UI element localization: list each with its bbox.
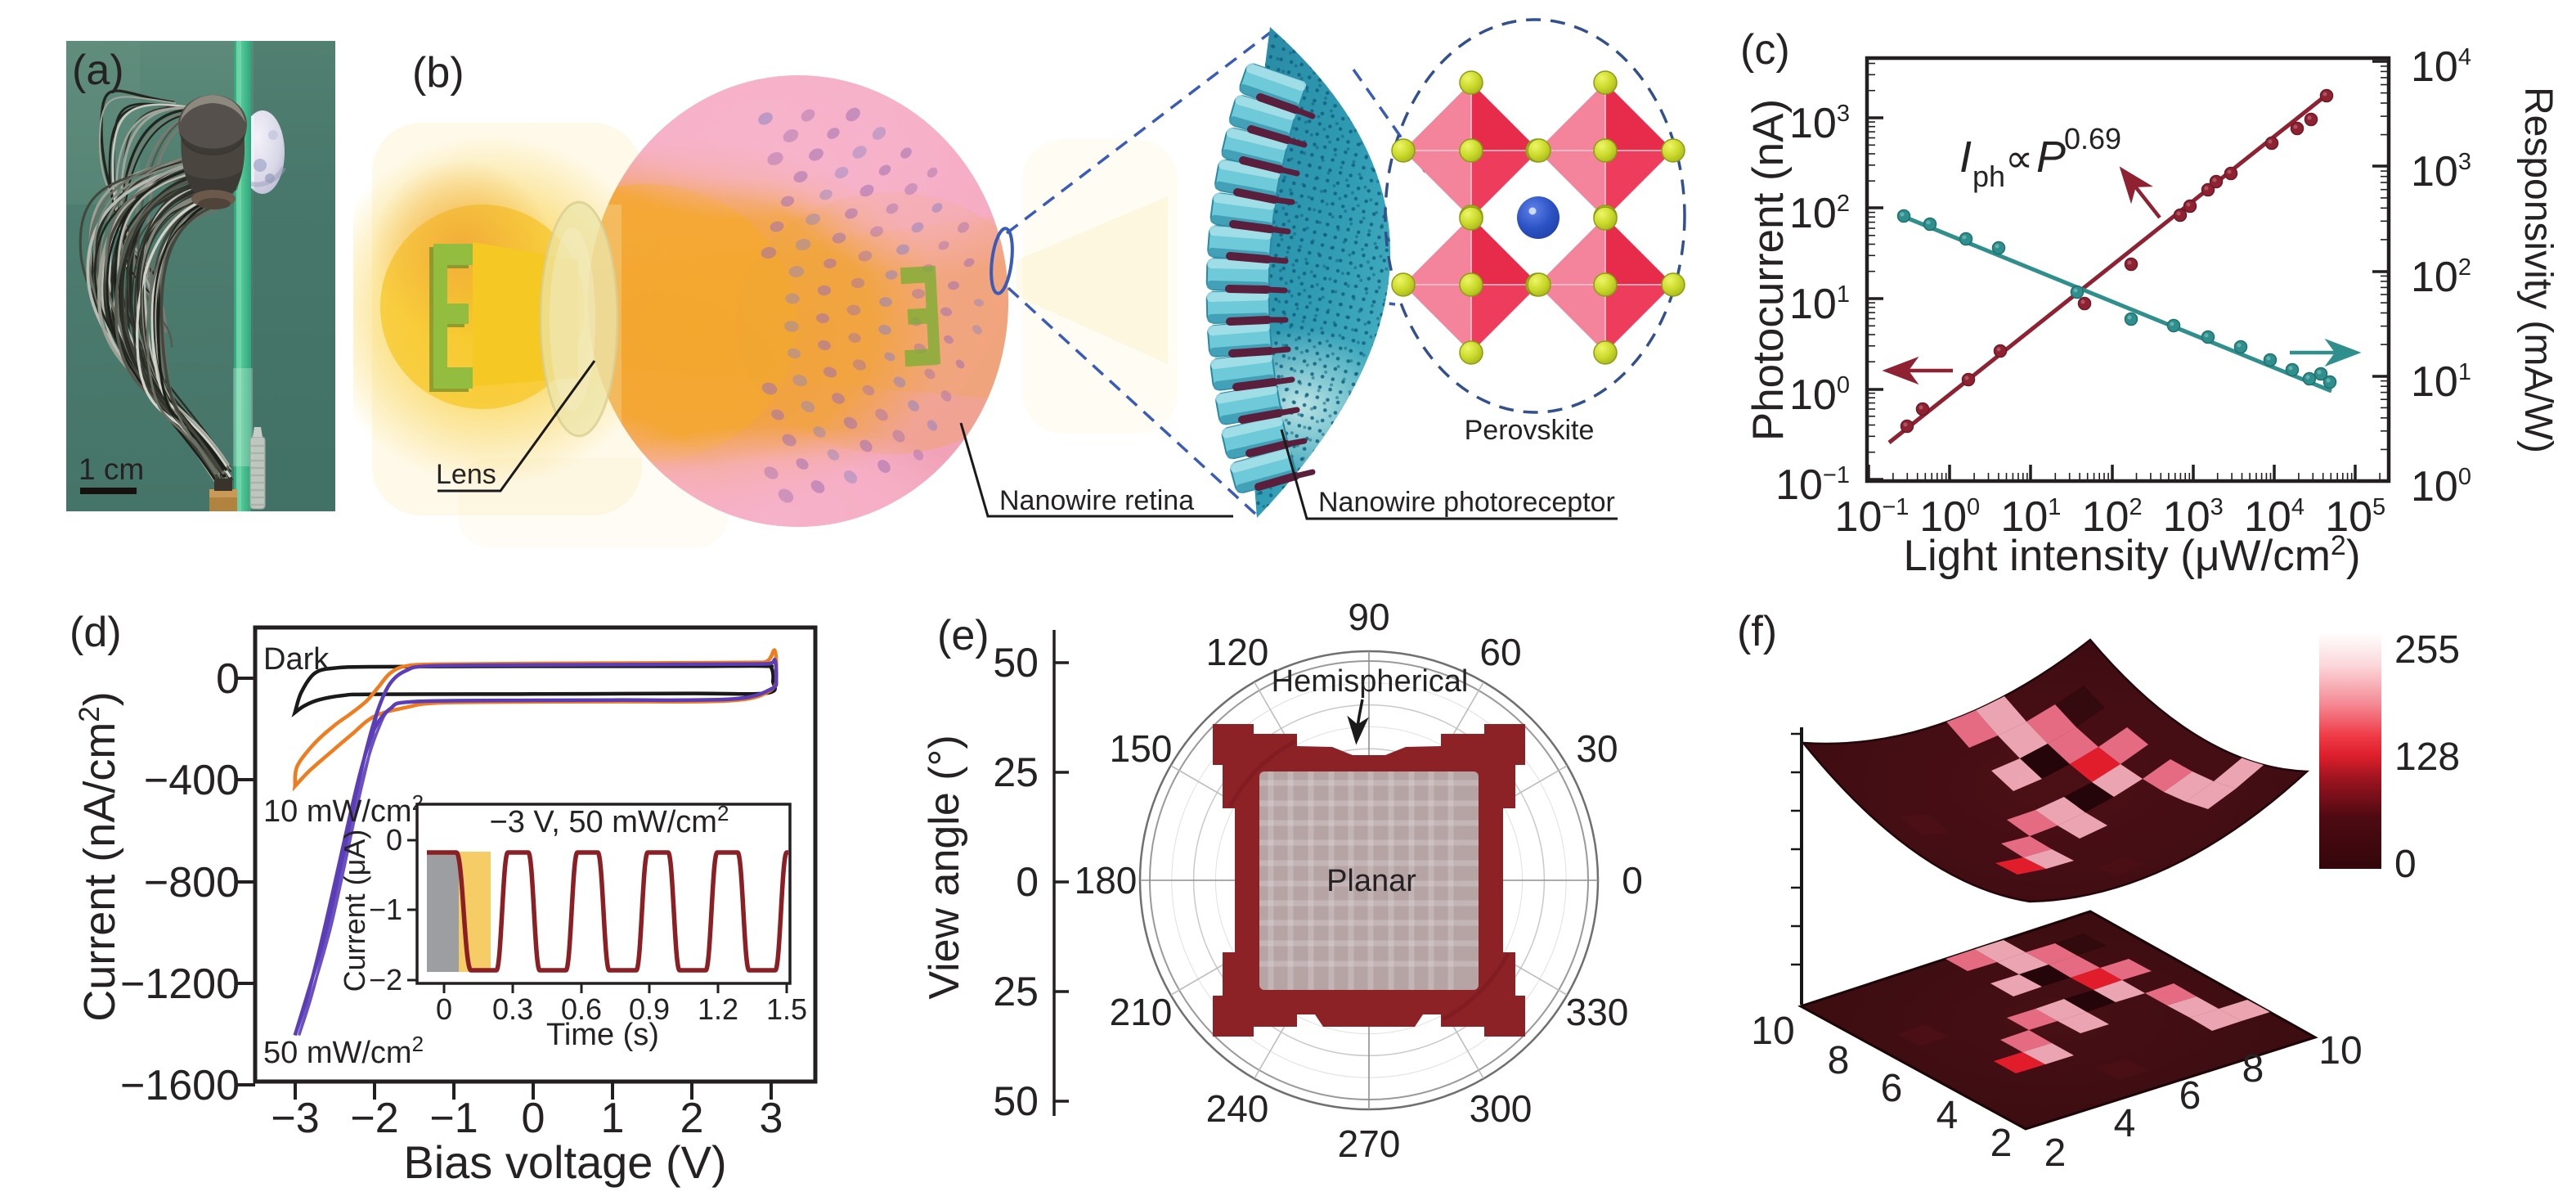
svg-text:Time (s): Time (s) (546, 1018, 659, 1052)
svg-text:Hemispherical: Hemispherical (1272, 664, 1469, 699)
svg-text:−2: −2 (369, 963, 402, 996)
svg-text:1.2: 1.2 (698, 992, 738, 1026)
svg-text:10: 10 (1751, 1010, 1794, 1053)
svg-text:Perovskite: Perovskite (1465, 415, 1595, 446)
svg-text:30: 30 (1576, 727, 1618, 770)
svg-text:4: 4 (1936, 1094, 1959, 1137)
svg-text:2: 2 (2044, 1131, 2067, 1175)
svg-text:4: 4 (2114, 1102, 2136, 1145)
svg-text:0: 0 (386, 823, 402, 857)
svg-text:View angle (°): View angle (°) (921, 735, 968, 999)
svg-text:−3: −3 (271, 1095, 319, 1142)
svg-text:Current (μA): Current (μA) (338, 830, 371, 992)
svg-text:103: 103 (1789, 100, 1850, 147)
svg-text:50: 50 (993, 640, 1039, 686)
svg-text:0: 0 (2394, 843, 2417, 886)
svg-text:25: 25 (993, 969, 1039, 1014)
svg-text:∝: ∝ (2005, 137, 2033, 181)
svg-text:Dark: Dark (263, 642, 330, 677)
svg-text:(e): (e) (937, 612, 990, 659)
svg-text:6: 6 (1881, 1067, 1903, 1110)
svg-text:104: 104 (2411, 43, 2471, 91)
svg-text:Planar: Planar (1326, 864, 1416, 898)
svg-text:25: 25 (993, 749, 1039, 795)
svg-text:60: 60 (1479, 631, 1521, 673)
svg-text:1 cm: 1 cm (79, 452, 144, 486)
svg-text:−2: −2 (350, 1095, 398, 1142)
svg-text:Bias voltage (V): Bias voltage (V) (403, 1136, 726, 1188)
svg-text:150: 150 (1110, 727, 1173, 770)
svg-text:−1200: −1200 (120, 960, 240, 1008)
svg-text:−1: −1 (429, 1095, 478, 1142)
svg-text:1: 1 (601, 1095, 625, 1142)
svg-text:(d): (d) (70, 609, 122, 656)
svg-text:0.3: 0.3 (492, 992, 533, 1026)
svg-text:Nanowire retina: Nanowire retina (999, 485, 1194, 516)
svg-text:100: 100 (1919, 493, 1980, 541)
svg-text:Current (nA/cm2): Current (nA/cm2) (74, 691, 124, 1022)
svg-text:0.9: 0.9 (629, 992, 670, 1026)
svg-text:Light intensity (μW/cm2): Light intensity (μW/cm2) (1904, 530, 2361, 580)
svg-text:10−1: 10−1 (1835, 493, 1910, 541)
svg-text:0: 0 (1016, 859, 1039, 905)
svg-text:2: 2 (680, 1095, 704, 1142)
svg-text:0.69: 0.69 (2064, 122, 2121, 155)
svg-text:−1: −1 (369, 893, 402, 926)
svg-text:Nanowire photoreceptor: Nanowire photoreceptor (1318, 487, 1615, 518)
svg-text:I: I (1959, 133, 1972, 182)
svg-text:−800: −800 (144, 859, 240, 906)
svg-text:P: P (2036, 133, 2066, 182)
svg-text:3: 3 (760, 1095, 783, 1142)
svg-text:Photocurrent (nA): Photocurrent (nA) (1744, 99, 1793, 441)
svg-text:−3 V, 50 mW/cm2: −3 V, 50 mW/cm2 (490, 801, 729, 839)
svg-text:300: 300 (1470, 1087, 1533, 1130)
svg-text:8: 8 (2242, 1047, 2264, 1091)
svg-text:0: 0 (436, 992, 452, 1026)
svg-text:10 mW/cm2: 10 mW/cm2 (263, 790, 424, 829)
svg-text:2: 2 (1990, 1122, 2013, 1165)
svg-text:180: 180 (1075, 859, 1138, 902)
svg-text:(c): (c) (1740, 26, 1790, 74)
svg-text:ph: ph (1972, 160, 2005, 193)
svg-text:−1600: −1600 (120, 1062, 240, 1109)
svg-text:0.6: 0.6 (561, 992, 602, 1026)
svg-text:128: 128 (2394, 735, 2460, 779)
svg-text:255: 255 (2394, 628, 2460, 672)
svg-text:240: 240 (1206, 1087, 1269, 1130)
svg-text:(a): (a) (72, 47, 124, 94)
svg-text:270: 270 (1338, 1122, 1401, 1165)
svg-text:50: 50 (993, 1078, 1039, 1124)
svg-text:10: 10 (2318, 1029, 2362, 1073)
svg-text:120: 120 (1206, 631, 1269, 673)
svg-text:1.5: 1.5 (766, 992, 807, 1026)
svg-text:90: 90 (1348, 596, 1389, 638)
svg-text:0: 0 (522, 1095, 545, 1142)
svg-text:(b): (b) (412, 49, 464, 97)
svg-text:50 mW/cm2: 50 mW/cm2 (263, 1032, 424, 1070)
svg-text:Responsivity (mA/W): Responsivity (mA/W) (2516, 87, 2560, 453)
svg-text:8: 8 (1828, 1039, 1850, 1082)
svg-text:102: 102 (1789, 190, 1850, 237)
svg-text:6: 6 (2179, 1074, 2201, 1118)
svg-text:0: 0 (216, 655, 240, 703)
svg-text:(f): (f) (1737, 608, 1777, 655)
svg-text:Lens: Lens (436, 459, 496, 490)
svg-text:330: 330 (1566, 991, 1629, 1033)
svg-text:−400: −400 (144, 757, 240, 804)
svg-text:210: 210 (1110, 991, 1173, 1033)
svg-text:0: 0 (1622, 859, 1643, 902)
